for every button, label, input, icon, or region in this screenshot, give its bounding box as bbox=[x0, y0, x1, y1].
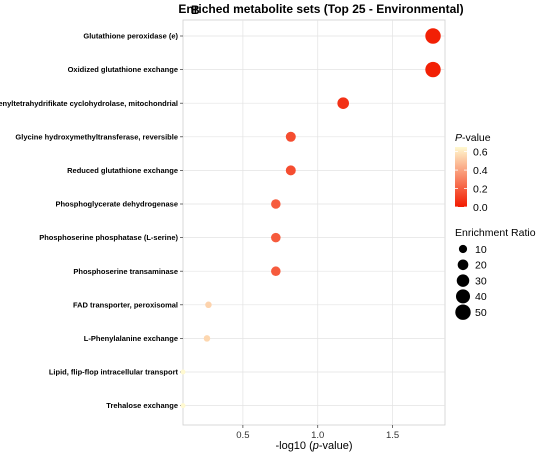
y-tick-label: Trehalose exchange bbox=[106, 401, 178, 410]
size-legend-label: 30 bbox=[475, 275, 487, 287]
color-legend-bar bbox=[455, 147, 467, 207]
y-tick-label: FAD transporter, peroxisomal bbox=[73, 300, 178, 309]
plot-panel bbox=[183, 20, 445, 425]
data-point bbox=[271, 266, 281, 276]
y-tick-label: Phosphoserine transaminase bbox=[73, 267, 178, 276]
size-legend-dot bbox=[455, 304, 470, 319]
size-legend-label: 50 bbox=[475, 307, 487, 319]
size-legend-title: Enrichment Ratio bbox=[455, 227, 536, 239]
size-legend-label: 20 bbox=[475, 260, 487, 272]
size-legend-label: 10 bbox=[475, 244, 487, 256]
y-tick-label: Methenyltetrahydrifikate cyclohydrolase,… bbox=[0, 99, 178, 108]
data-point bbox=[204, 335, 211, 342]
y-tick-label: Phosphoglycerate dehydrogenase bbox=[55, 200, 178, 209]
x-axis-ticks: 0.5 1.0 1.5 bbox=[236, 425, 399, 441]
data-point bbox=[180, 403, 185, 408]
data-point bbox=[337, 97, 349, 109]
data-point bbox=[205, 302, 212, 309]
size-legend-dot bbox=[457, 274, 469, 286]
data-point bbox=[180, 369, 185, 374]
size-legend-items: 10 20 30 40 50 bbox=[455, 244, 487, 320]
size-legend: Enrichment Ratio 10 20 30 40 50 bbox=[455, 227, 536, 320]
y-tick-label: L-Phenylalanine exchange bbox=[84, 334, 178, 343]
y-tick-label: Lipid, flip-flop intracellular transport bbox=[49, 368, 179, 377]
y-axis-labels: Glutathione peroxidase (e) Oxidized gluta… bbox=[0, 32, 179, 411]
data-point bbox=[271, 199, 281, 209]
color-legend: P-value 0.0 0.2 0.4 0.6 bbox=[455, 132, 491, 214]
x-tick-label: 1.5 bbox=[386, 430, 399, 441]
data-point bbox=[286, 132, 296, 142]
size-legend-dot bbox=[458, 259, 469, 270]
data-point bbox=[425, 62, 440, 77]
color-legend-tick-label: 0.2 bbox=[473, 183, 488, 195]
y-tick-label: Glutathione peroxidase (e) bbox=[83, 32, 178, 41]
y-tick-label: Reduced glutathione exchange bbox=[67, 166, 178, 175]
color-legend-title: P-value bbox=[455, 132, 491, 144]
size-legend-label: 40 bbox=[475, 291, 487, 303]
chart-title: Enriched metabolite sets (Top 25 - Envir… bbox=[178, 2, 463, 16]
color-legend-tick-label: 0.0 bbox=[473, 202, 488, 214]
size-legend-dot bbox=[459, 245, 467, 253]
x-tick-label: 0.5 bbox=[236, 430, 249, 441]
x-axis-label: -log10 (p-value) bbox=[275, 440, 352, 452]
y-tick-label: Oxidized glutathione exchange bbox=[68, 65, 178, 74]
color-legend-tick-label: 0.4 bbox=[473, 165, 488, 177]
size-legend-dot bbox=[456, 289, 470, 303]
data-point bbox=[425, 28, 440, 43]
data-point bbox=[286, 165, 296, 175]
color-legend-tick-label: 0.6 bbox=[473, 146, 488, 158]
data-point bbox=[271, 233, 281, 243]
y-tick-label: Phosphoserine phosphatase (L-serine) bbox=[39, 233, 178, 242]
y-tick-label: Glycine hydroxymethyltransferase, revers… bbox=[15, 132, 178, 141]
